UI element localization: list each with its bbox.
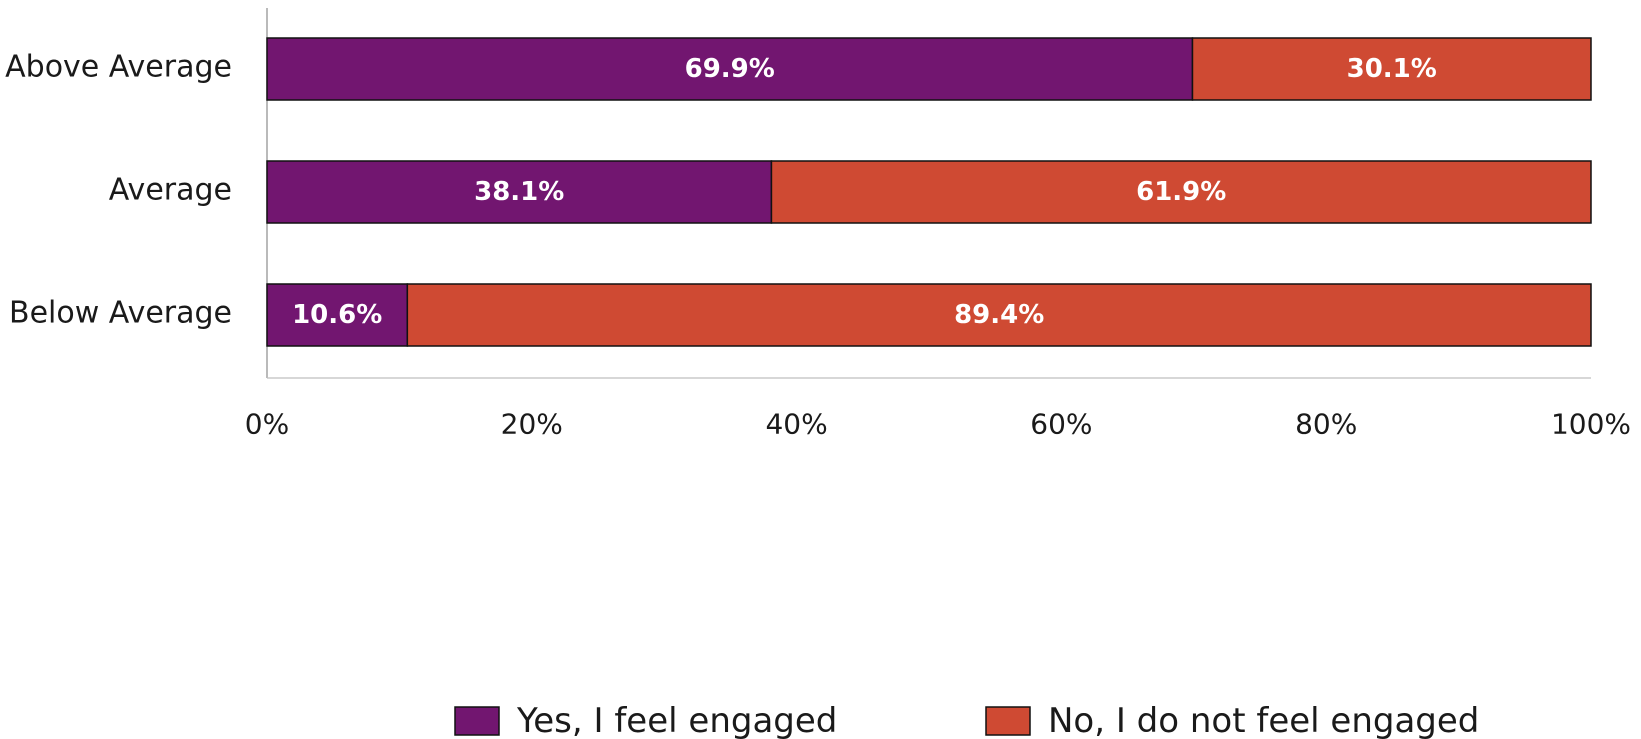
bar-segment: [266, 160, 773, 224]
x-tick-label: 100%: [1551, 408, 1631, 441]
legend: Yes, I feel engaged No, I do not feel eng…: [454, 701, 1479, 739]
data-label: 30.1%: [1347, 54, 1437, 84]
bar-segment: [406, 283, 1592, 347]
legend-swatch: [454, 706, 500, 736]
data-label: 69.9%: [685, 54, 775, 84]
legend-label: No, I do not feel engaged: [1048, 701, 1479, 739]
x-tick-labels: 0% 20% 40% 60% 80% 100%: [245, 408, 1631, 441]
x-tick-label: 20%: [501, 408, 563, 441]
data-label: 89.4%: [954, 300, 1044, 330]
bar-segment: [770, 160, 1592, 224]
data-label: 10.6%: [292, 300, 382, 330]
x-tick-label: 80%: [1295, 408, 1357, 441]
bar-segment: [266, 37, 1194, 101]
bars: 69.9% 30.1% 38.1% 61.9% 10.6% 89.4%: [266, 37, 1592, 347]
x-tick-label: 60%: [1030, 408, 1092, 441]
category-labels: Above Average Average Below Average: [5, 50, 232, 331]
category-label: Below Average: [9, 296, 232, 331]
data-label: 61.9%: [1136, 177, 1226, 207]
legend-label: Yes, I feel engaged: [516, 701, 837, 739]
x-tick-label: 40%: [765, 408, 827, 441]
category-label: Above Average: [5, 50, 232, 85]
x-tick-label: 0%: [245, 408, 289, 441]
data-label: 38.1%: [474, 177, 564, 207]
legend-swatch: [985, 706, 1031, 736]
category-label: Average: [109, 173, 232, 208]
bar-segment: [1191, 37, 1592, 101]
